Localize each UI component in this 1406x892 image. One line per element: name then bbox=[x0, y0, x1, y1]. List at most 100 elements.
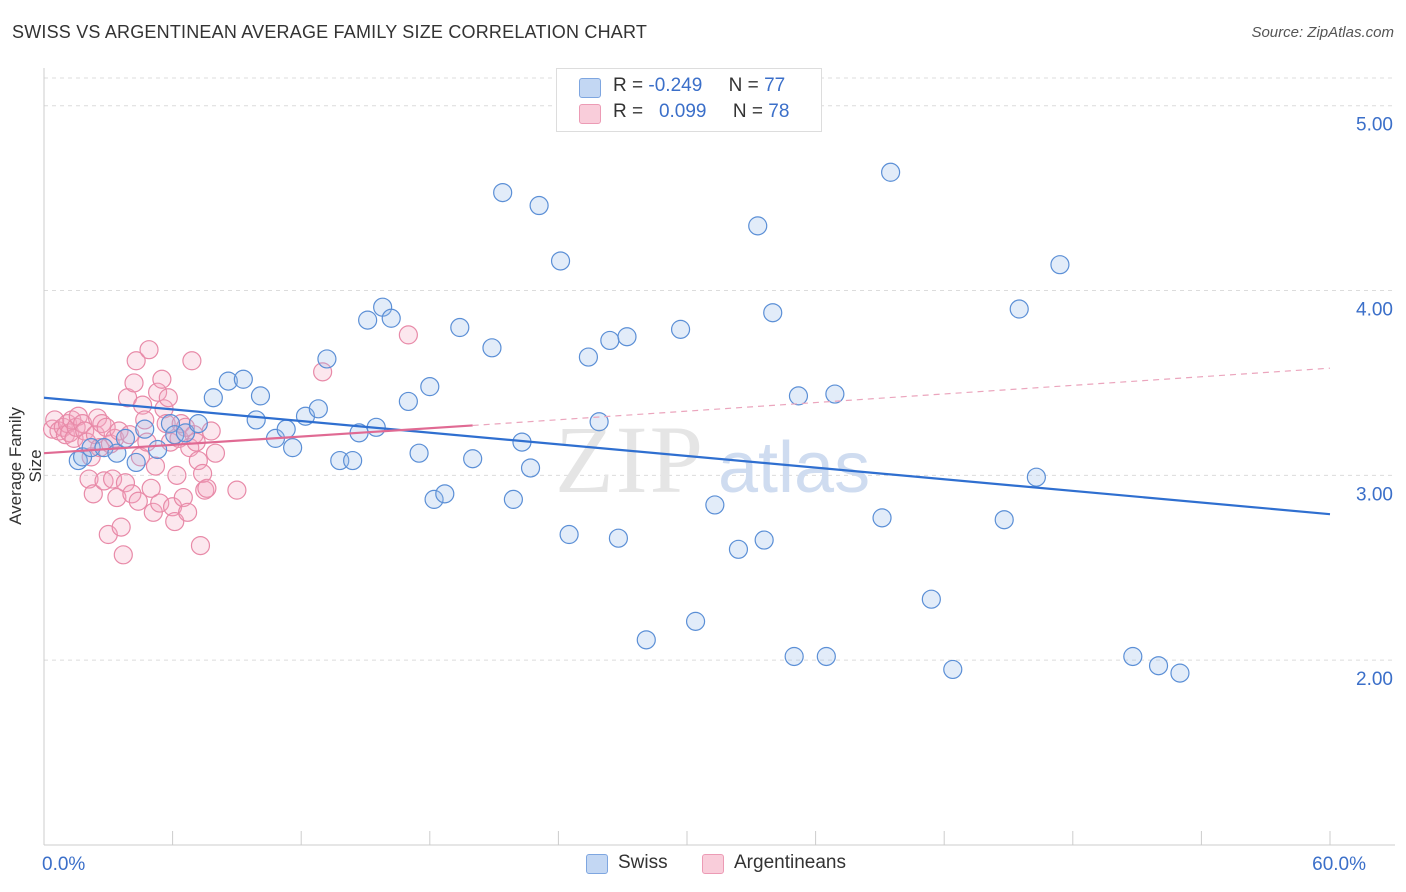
bottom-swiss-swatch bbox=[586, 854, 608, 874]
y-tick-label: 2.00 bbox=[1356, 669, 1393, 690]
swiss-point bbox=[705, 495, 725, 515]
source-label: Source: ZipAtlas.com bbox=[1251, 24, 1394, 41]
trend-lines bbox=[43, 367, 1331, 516]
argentineans-point bbox=[83, 484, 103, 504]
swiss-point bbox=[343, 450, 363, 471]
swiss-point bbox=[559, 524, 579, 545]
swiss-point bbox=[317, 349, 337, 369]
argentineans-point bbox=[178, 502, 198, 522]
grid-lines bbox=[44, 77, 1395, 661]
swiss-point bbox=[1009, 299, 1029, 319]
argentineans-point bbox=[79, 469, 99, 489]
swiss-point bbox=[503, 489, 523, 509]
swiss-point bbox=[246, 410, 266, 430]
argentineans-point bbox=[126, 351, 146, 371]
swiss-trend-line bbox=[43, 396, 1331, 516]
swiss-point bbox=[520, 458, 541, 478]
argentineans-point bbox=[109, 421, 129, 441]
y-tick-label: 4.00 bbox=[1356, 300, 1393, 321]
swiss-point bbox=[1123, 646, 1143, 667]
argentineans-swatch bbox=[579, 104, 601, 124]
y-axis-label: Average Family Size bbox=[6, 407, 45, 525]
swiss-point bbox=[115, 428, 136, 448]
argentineans-point bbox=[197, 478, 217, 498]
argentineans-point bbox=[150, 493, 170, 513]
swiss-point bbox=[1170, 663, 1190, 683]
argentineans-point bbox=[152, 369, 172, 389]
argentineans-point bbox=[145, 456, 166, 476]
swiss-swatch bbox=[579, 78, 601, 98]
axes bbox=[43, 68, 1395, 846]
swiss-point bbox=[748, 216, 768, 236]
chart-title: SWISS VS ARGENTINEAN AVERAGE FAMILY SIZE… bbox=[12, 22, 648, 42]
swiss-n-label: N = bbox=[728, 75, 759, 96]
argentineans-point bbox=[205, 443, 226, 463]
swiss-point bbox=[1148, 656, 1169, 676]
argentineans-point bbox=[165, 511, 185, 532]
argentineans-r-label: R = bbox=[613, 101, 644, 122]
swiss-point bbox=[135, 419, 155, 439]
swiss-point bbox=[188, 414, 208, 434]
swiss-point bbox=[126, 452, 146, 473]
argentineans-point bbox=[111, 517, 131, 537]
swiss-n-value: 77 bbox=[764, 75, 786, 96]
swiss-point bbox=[147, 439, 168, 460]
swiss-r-label: R = bbox=[613, 75, 644, 96]
watermark: ZIP atlas bbox=[555, 406, 870, 513]
swiss-point bbox=[754, 530, 774, 550]
watermark-zip: ZIP bbox=[555, 406, 705, 513]
swiss-point bbox=[728, 539, 749, 559]
y-tick-label: 3.00 bbox=[1356, 484, 1393, 505]
swiss-point bbox=[550, 251, 571, 271]
swiss-point bbox=[784, 646, 804, 667]
argentineans-point bbox=[227, 480, 247, 500]
argentineans-point bbox=[139, 340, 159, 360]
swiss-point bbox=[685, 611, 706, 631]
swiss-point bbox=[994, 510, 1014, 530]
swiss-point bbox=[825, 384, 845, 404]
swiss-point bbox=[424, 489, 444, 509]
argentineans-points bbox=[42, 325, 418, 565]
argentineans-n-value: 78 bbox=[768, 101, 790, 122]
bottom-swiss-label: Swiss bbox=[618, 852, 668, 873]
argentineans-r-value: 0.099 bbox=[658, 101, 707, 122]
argentineans-point bbox=[182, 351, 202, 371]
swiss-point bbox=[670, 319, 691, 339]
argentineans-point bbox=[107, 487, 127, 508]
argentineans-point bbox=[102, 469, 123, 489]
swiss-point bbox=[881, 162, 901, 182]
swiss-point bbox=[589, 412, 609, 432]
swiss-point bbox=[358, 310, 378, 330]
swiss-point bbox=[482, 338, 502, 358]
swiss-r-value: -0.249 bbox=[648, 75, 703, 96]
swiss-point bbox=[617, 327, 637, 347]
swiss-point bbox=[420, 377, 440, 397]
swiss-point bbox=[233, 369, 253, 389]
argentineans-trend-line bbox=[43, 424, 473, 455]
swiss-point bbox=[276, 419, 296, 439]
swiss-point bbox=[763, 303, 783, 323]
argentineans-point bbox=[124, 373, 144, 393]
swiss-point bbox=[600, 330, 620, 351]
swiss-point bbox=[250, 386, 271, 406]
swiss-point bbox=[872, 508, 892, 528]
argentineans-point bbox=[141, 478, 161, 498]
swiss-point bbox=[636, 630, 656, 650]
argentineans-point bbox=[128, 491, 148, 511]
argentineans-point bbox=[122, 484, 142, 504]
swiss-point bbox=[160, 414, 181, 434]
argentineans-point bbox=[193, 463, 213, 484]
argentineans-point bbox=[113, 545, 133, 565]
swiss-point bbox=[578, 347, 599, 367]
x-tick-label-end: 60.0% bbox=[1312, 854, 1366, 875]
swiss-point bbox=[450, 317, 470, 338]
swiss-point bbox=[175, 423, 196, 443]
argentineans-point bbox=[190, 535, 211, 556]
swiss-point bbox=[463, 449, 483, 469]
swiss-point bbox=[203, 388, 223, 408]
y-tick-labels: 2.00 3.00 4.00 5.00 bbox=[1356, 115, 1393, 690]
bottom-argentineans-label: Argentineans bbox=[734, 852, 846, 873]
swiss-point bbox=[283, 438, 303, 458]
swiss-point bbox=[308, 399, 328, 419]
